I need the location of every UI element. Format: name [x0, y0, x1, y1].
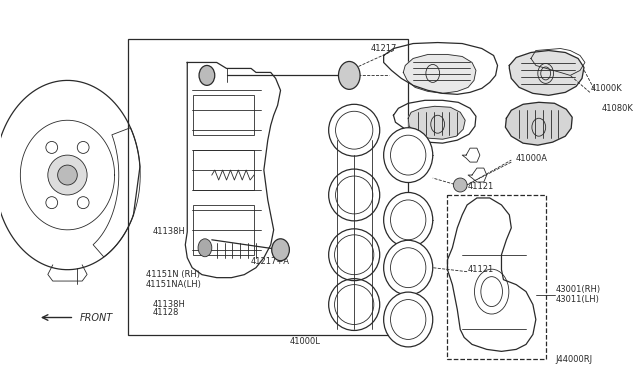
Text: 41138H: 41138H [153, 227, 186, 236]
Bar [193, 150, 254, 190]
Ellipse shape [383, 292, 433, 347]
Bar [193, 205, 254, 255]
Circle shape [58, 165, 77, 185]
Polygon shape [408, 106, 465, 139]
Text: FRONT: FRONT [79, 312, 113, 323]
Text: 41000A: 41000A [515, 154, 547, 163]
Text: 41121: 41121 [468, 265, 494, 274]
Text: 41217+A: 41217+A [251, 257, 290, 266]
Text: 41000L: 41000L [290, 337, 321, 346]
Polygon shape [403, 54, 476, 93]
Bar [447, 195, 546, 359]
Circle shape [453, 178, 467, 192]
Ellipse shape [383, 192, 433, 247]
Ellipse shape [199, 65, 215, 86]
Ellipse shape [198, 239, 212, 257]
Text: 41138H: 41138H [153, 300, 186, 309]
Bar [193, 95, 254, 135]
Ellipse shape [383, 128, 433, 183]
Text: 41080K: 41080K [602, 104, 634, 113]
Ellipse shape [383, 240, 433, 295]
Circle shape [48, 155, 87, 195]
Ellipse shape [272, 239, 289, 261]
Text: 41151N (RH): 41151N (RH) [146, 270, 200, 279]
Polygon shape [509, 51, 584, 95]
Text: 41121: 41121 [468, 182, 494, 190]
Text: 41217: 41217 [371, 44, 397, 53]
Text: J44000RJ: J44000RJ [556, 355, 593, 364]
Text: 41000K: 41000K [591, 84, 623, 93]
Text: 41128: 41128 [153, 308, 179, 317]
Text: 43011(LH): 43011(LH) [556, 295, 600, 304]
Ellipse shape [339, 61, 360, 89]
Polygon shape [506, 102, 572, 145]
Text: 43001(RH): 43001(RH) [556, 285, 600, 294]
Text: 41151NA(LH): 41151NA(LH) [146, 280, 202, 289]
Bar [129, 39, 408, 336]
